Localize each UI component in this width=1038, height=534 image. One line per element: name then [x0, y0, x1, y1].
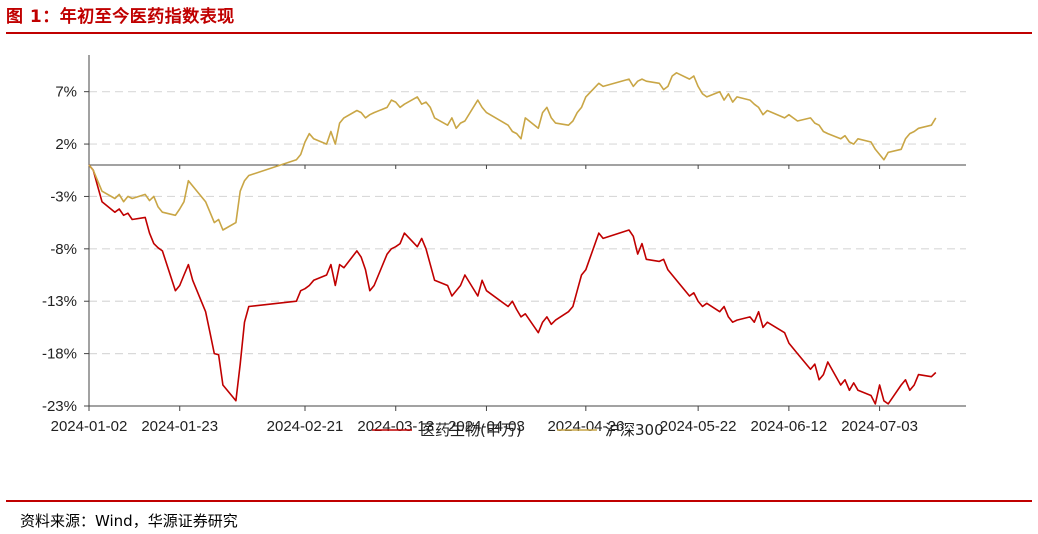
legend-label-2: 沪深300: [605, 421, 664, 439]
y-tick-label: 2%: [55, 136, 77, 153]
x-tick-label: 2024-06-12: [751, 418, 828, 435]
source-note: 资料来源：Wind，华源证券研究: [20, 512, 238, 530]
bottom-rule: [6, 500, 1032, 502]
series-line-1: [88, 164, 937, 405]
y-tick-label: -13%: [42, 293, 77, 310]
axes: [84, 55, 966, 411]
top-rule: [6, 32, 1032, 34]
x-tick-label: 2024-05-22: [660, 418, 737, 435]
y-tick-labels: 7% 2% -3% -8% -13% -18% -23%: [42, 84, 77, 415]
y-tick-label: -18%: [42, 346, 77, 363]
grid-lines: [89, 91, 966, 355]
y-tick-label: 7%: [55, 84, 77, 101]
series-lines: [88, 71, 937, 405]
x-tick-label: 2024-04-03: [448, 418, 525, 435]
y-tick-label: -3%: [50, 188, 77, 205]
legend: 医药生物(申万) 沪深300: [372, 421, 664, 439]
series-line-2: [88, 71, 937, 231]
figure-title: 图 1：年初至今医药指数表现: [6, 7, 235, 27]
x-tick-label: 2024-01-02: [51, 418, 128, 435]
x-tick-label: 2024-02-21: [267, 418, 344, 435]
y-tick-label: -23%: [42, 398, 77, 415]
x-tick-label: 2024-07-03: [841, 418, 918, 435]
y-tick-label: -8%: [50, 241, 77, 258]
x-tick-label: 2024-01-23: [141, 418, 218, 435]
line-chart: 7% 2% -3% -8% -13% -18% -23% 2024-01-02 2024-01…: [42, 55, 966, 439]
legend-label-1: 医药生物(申万): [420, 421, 522, 439]
x-tick-labels: 2024-01-02 2024-01-23 2024-02-21 2024-03-13…: [51, 418, 918, 435]
